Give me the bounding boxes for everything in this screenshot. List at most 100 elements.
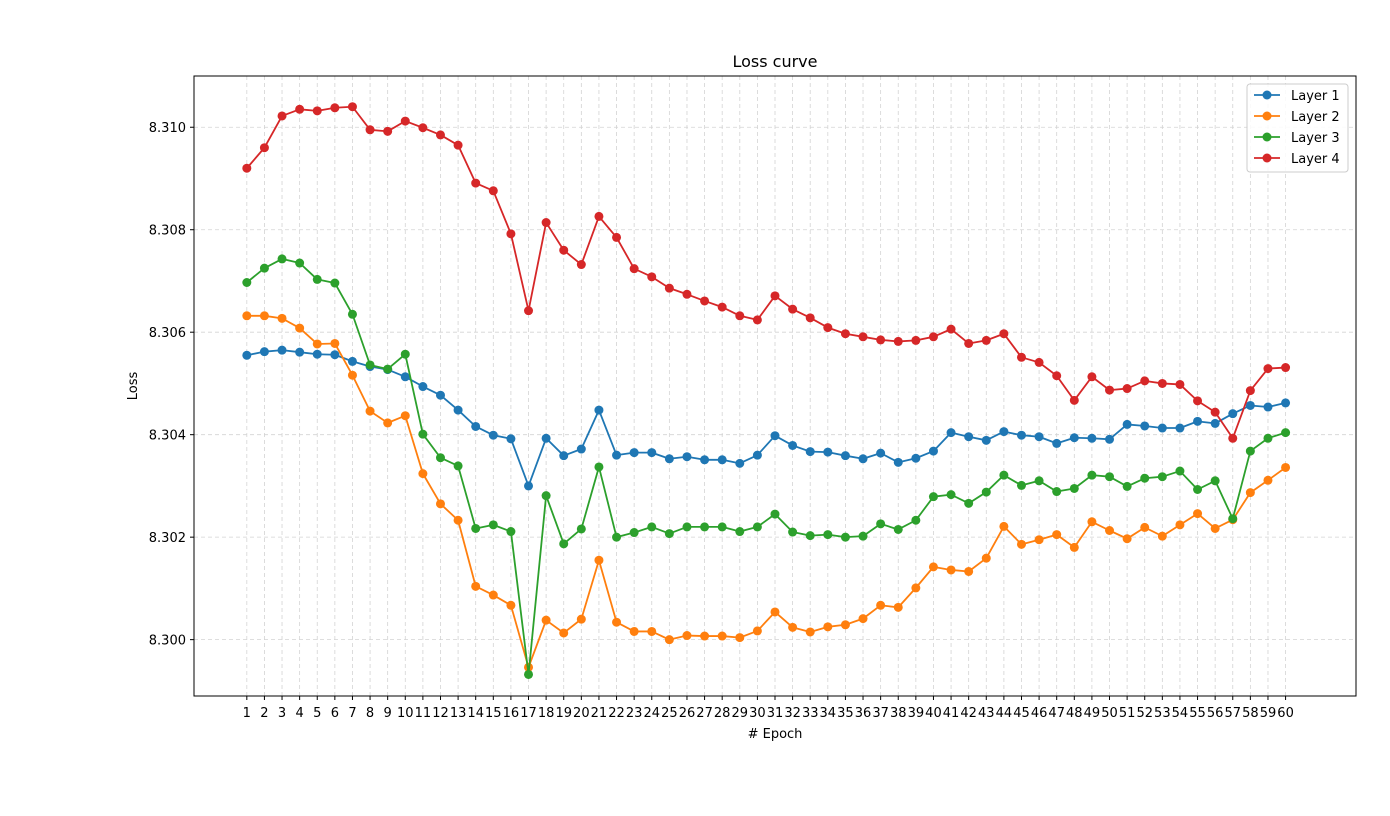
data-point [312,274,322,284]
data-point [911,453,921,463]
data-point [770,607,780,617]
legend-item: Layer 3 [1254,131,1340,146]
data-point [805,531,815,541]
data-point [946,428,956,438]
data-point [1193,509,1203,519]
data-point [453,140,463,150]
legend-box [1246,83,1349,173]
data-point [1245,400,1255,410]
x-tick-label: 11 [415,706,432,721]
x-tick-label: 18 [538,706,555,721]
x-tick-label: 58 [1242,706,1259,721]
data-point [1140,473,1150,483]
data-point [629,626,639,636]
data-point [735,311,745,321]
data-point [981,435,991,445]
x-tick-label: 57 [1224,706,1241,721]
data-point [612,232,622,242]
data-point [1016,480,1026,490]
data-point [1263,402,1273,412]
data-point [612,450,622,460]
x-tick-label: 20 [573,706,590,721]
data-point [1069,483,1079,493]
data-point [471,178,481,188]
data-point [1069,395,1079,405]
data-point [752,315,762,325]
data-point [682,631,692,641]
x-tick-label: 33 [802,706,819,721]
y-axis: 8.300 8.302 8.304 8.306 8.308 8.310 [149,121,194,649]
data-point [347,370,357,380]
data-point [277,345,287,355]
data-point [594,405,604,415]
legend-marker [1262,132,1272,142]
data-point [242,311,252,321]
x-tick-label: 48 [1066,706,1083,721]
data-point [1034,476,1044,486]
data-point [1105,525,1115,535]
data-point [840,329,850,339]
data-point [383,364,393,374]
data-point [840,451,850,461]
data-point [1105,434,1115,444]
data-point [840,532,850,542]
data-point [259,347,269,357]
data-point [664,635,674,645]
data-point [1157,378,1167,388]
data-point [700,522,710,532]
data-point [365,406,375,416]
data-point [805,627,815,637]
legend-label: Layer 4 [1291,152,1340,167]
data-point [946,490,956,500]
data-point [435,130,445,140]
data-point [1245,386,1255,396]
data-point [1263,364,1273,374]
data-point [647,272,657,282]
x-tick-label: 54 [1172,706,1189,721]
data-point [840,620,850,630]
data-point [524,306,534,316]
data-point [928,562,938,572]
x-tick-label: 8 [366,706,374,721]
x-tick-label: 19 [555,706,572,721]
data-point [1052,371,1062,381]
x-tick-label: 38 [890,706,907,721]
x-tick-label: 6 [331,706,339,721]
y-axis-label: Loss [126,372,141,401]
y-tick-label: 8.308 [149,224,186,239]
data-point [999,521,1009,531]
data-point [981,553,991,563]
data-point [1175,466,1185,476]
x-tick-label: 43 [978,706,995,721]
data-point [1175,423,1185,433]
data-point [647,522,657,532]
data-point [435,499,445,509]
x-tick-label: 21 [591,706,608,721]
x-tick-label: 53 [1154,706,1171,721]
data-point [823,530,833,540]
data-point [717,631,727,641]
data-point [576,524,586,534]
legend-label: Layer 1 [1291,89,1340,104]
legend-marker [1262,90,1272,100]
data-point [259,311,269,321]
data-point [594,555,604,565]
data-point [1087,372,1097,382]
data-point [1210,418,1220,428]
data-point [717,302,727,312]
data-point [400,372,410,382]
data-point [242,350,252,360]
data-point [576,614,586,624]
x-axis-label: # Epoch [748,727,803,742]
data-point [647,448,657,458]
data-point [858,332,868,342]
data-point [1052,487,1062,497]
data-point [471,421,481,431]
x-tick-label: 32 [784,706,801,721]
data-point [1140,376,1150,386]
x-tick-label: 35 [837,706,854,721]
data-point [1122,384,1132,394]
data-point [981,487,991,497]
data-point [295,104,305,114]
data-point [717,455,727,465]
